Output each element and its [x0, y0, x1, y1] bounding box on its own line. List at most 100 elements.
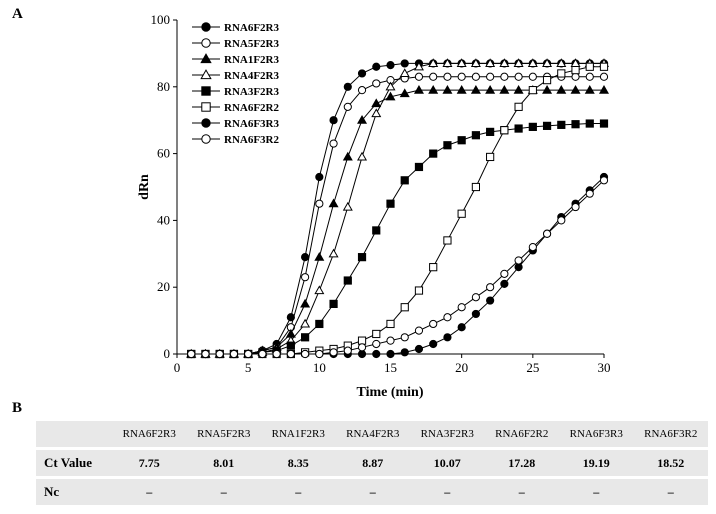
data-point [329, 116, 338, 125]
y-tick-label: 100 [151, 12, 171, 27]
data-point [400, 176, 409, 185]
y-tick-label: 60 [157, 146, 170, 161]
data-point [357, 86, 367, 95]
data-point [599, 72, 609, 81]
data-point [343, 82, 352, 91]
data-point [542, 84, 553, 94]
data-point [357, 115, 368, 124]
data-point [443, 313, 452, 322]
data-point [371, 108, 382, 118]
y-tick-label: 0 [164, 346, 171, 361]
data-point [187, 349, 196, 359]
data-point [215, 349, 224, 359]
data-point [571, 120, 580, 129]
data-point [585, 189, 594, 198]
data-point [399, 88, 410, 98]
table-header-row: RNA6F2R3 RNA5F2R3 RNA1F2R3 RNA4F2R3 RNA3F2R3… [36, 421, 708, 447]
table-cell: 19.19 [559, 450, 634, 476]
data-point [471, 182, 480, 192]
column-header: RNA6F2R3 [112, 421, 187, 447]
data-point [471, 293, 480, 302]
data-point [598, 84, 610, 94]
data-point [584, 84, 595, 94]
data-point [514, 102, 523, 111]
table-cell: – [186, 479, 261, 505]
data-point [557, 69, 566, 78]
legend-marker [201, 38, 211, 48]
data-point [527, 58, 538, 68]
data-point [571, 72, 580, 81]
table-cell: – [335, 479, 410, 505]
y-axis-title: dRn [137, 174, 152, 200]
table-row: Nc – – – – – – – – [36, 479, 708, 505]
data-point [599, 176, 609, 185]
panel-label-a: A [12, 6, 23, 22]
data-point [286, 349, 295, 359]
data-point [357, 69, 367, 78]
data-point [500, 269, 509, 278]
data-point [486, 72, 495, 81]
data-point [343, 102, 352, 111]
data-point [585, 62, 594, 71]
series-RNA3F2R3 [187, 119, 609, 359]
data-point [486, 283, 495, 292]
table-cell: – [261, 479, 336, 505]
data-point [342, 151, 353, 161]
data-point [528, 122, 537, 131]
data-point [499, 58, 510, 68]
data-point [400, 348, 409, 357]
data-point [457, 136, 466, 145]
data-point [414, 326, 424, 335]
data-point [386, 319, 395, 329]
legend-marker [201, 86, 211, 96]
x-tick-label: 30 [598, 360, 611, 375]
data-point [513, 58, 524, 68]
series-RNA6F3R3 [187, 172, 609, 359]
data-point [485, 84, 496, 94]
data-point [329, 139, 338, 148]
table-cell: – [633, 479, 708, 505]
x-tick-label: 15 [384, 360, 397, 375]
data-point [456, 84, 467, 94]
data-point [470, 84, 481, 94]
table-cell: 17.28 [484, 450, 559, 476]
data-point [457, 303, 466, 312]
table-cell: 8.87 [335, 450, 410, 476]
data-point [314, 251, 325, 261]
data-point [400, 303, 409, 312]
data-point [585, 119, 594, 128]
data-point [486, 152, 495, 162]
table-cell: – [484, 479, 559, 505]
data-point [385, 81, 396, 91]
data-point [315, 199, 324, 208]
data-point [571, 202, 580, 212]
x-tick-label: 0 [174, 360, 181, 375]
data-point [357, 343, 367, 352]
data-point [514, 124, 523, 133]
series-RNA6F3R2 [187, 176, 609, 359]
legend-label: RNA6F2R3 [224, 22, 279, 34]
legend-entry: RNA6F3R3 [192, 118, 279, 130]
column-header: RNA6F3R3 [559, 421, 634, 447]
data-point [513, 84, 524, 94]
legend-label: RNA6F2R2 [224, 102, 279, 114]
data-point [244, 349, 253, 359]
table-cell: 8.35 [261, 450, 336, 476]
data-point [329, 348, 338, 357]
legend-label: RNA1F2R3 [224, 54, 279, 66]
x-tick-label: 25 [526, 360, 539, 375]
data-point [456, 58, 467, 68]
data-point [429, 263, 438, 272]
series-line [191, 176, 605, 355]
column-header: RNA6F3R2 [633, 421, 708, 447]
data-point [315, 349, 324, 359]
data-point [457, 209, 466, 218]
column-header: RNA4F2R3 [335, 421, 410, 447]
x-tick-label: 10 [313, 360, 326, 375]
legend-label: RNA4F2R3 [224, 70, 279, 82]
legend-marker [200, 53, 212, 64]
data-point [542, 229, 552, 238]
data-point [486, 127, 495, 136]
data-point [357, 253, 367, 262]
data-point [443, 236, 452, 245]
